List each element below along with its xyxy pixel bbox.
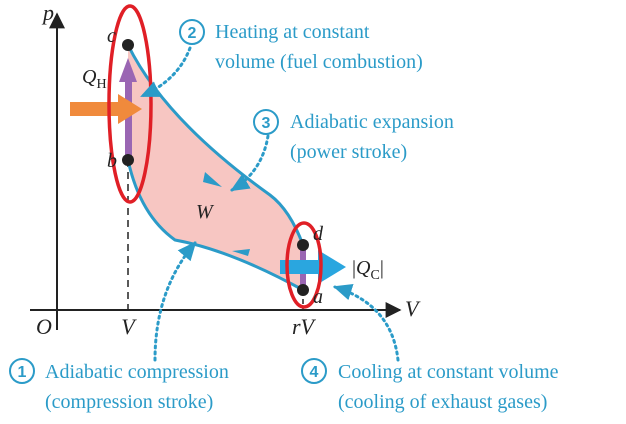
step-4-badge [301, 358, 327, 384]
step-1-number: 1 [18, 364, 27, 381]
point-b-dot [122, 154, 134, 166]
step-4-callout: 4 Cooling at constant volume (cooling of… [301, 358, 559, 413]
heating-isochoric-line [125, 80, 132, 162]
heat-out-arrow-shaft [280, 260, 320, 274]
heating-highlight-ellipse [107, 4, 153, 204]
step-3-line2: (power stroke) [290, 141, 407, 163]
heat-in-subscript: H [96, 77, 106, 92]
point-c-label: c [107, 25, 116, 47]
point-a-label: a [313, 286, 323, 308]
step-1-callout: 1 Adiabatic compression (compression str… [9, 358, 229, 413]
heat-out-symbol: Q [356, 257, 371, 279]
heat-in-label: QH [82, 66, 107, 92]
point-d-dot [297, 239, 309, 251]
step-1-line2: (compression stroke) [45, 391, 213, 413]
step-3-number: 3 [262, 115, 271, 132]
y-axis-label: p [41, 0, 54, 25]
work-label: W [196, 201, 215, 223]
step-3-callout: 3 Adiabatic expansion (power stroke) [253, 109, 454, 163]
step-3-line1: Adiabatic expansion [290, 111, 454, 133]
step-2-line2: volume (fuel combustion) [215, 51, 423, 73]
leader-step-3 [230, 134, 270, 192]
point-a-dot [297, 284, 309, 296]
step-1-badge [9, 358, 35, 384]
step-2-callout: 2 Heating at constant volume (fuel combu… [179, 19, 423, 73]
heating-arrowhead [119, 58, 137, 82]
cooling-highlight-ellipse [285, 221, 323, 309]
work-region [128, 45, 303, 290]
heat-out-open-bar: | [352, 257, 356, 279]
step-1-line1: Adiabatic compression [45, 361, 229, 383]
heat-out-close-bar: | [380, 257, 384, 279]
compression-direction-arrow [232, 249, 250, 256]
heat-out-label: |QC| [352, 257, 384, 283]
x-axis-label: V [405, 296, 421, 321]
leader-step-2 [140, 46, 192, 98]
step-3-badge [253, 109, 279, 135]
point-c-dot [122, 39, 134, 51]
heat-in-arrowhead [118, 94, 142, 124]
point-b-label: b [107, 150, 117, 172]
leader-step-4 [332, 284, 400, 362]
leader-step-1 [153, 241, 197, 362]
tick-label-rv: rV [292, 314, 317, 339]
origin-label: O [36, 314, 52, 339]
step-4-number: 4 [310, 364, 319, 381]
expansion-direction-arrow [203, 172, 222, 187]
heat-in-arrow-shaft [70, 102, 120, 116]
step-2-line1: Heating at constant [215, 21, 370, 43]
step-2-badge [179, 19, 205, 45]
heat-out-arrowhead [318, 250, 346, 284]
heat-out-subscript: C [370, 268, 379, 283]
step-2-number: 2 [188, 25, 197, 42]
point-d-label: d [313, 223, 324, 245]
tick-label-v: V [121, 314, 137, 339]
step-4-line2: (cooling of exhaust gases) [338, 391, 547, 413]
step-4-line1: Cooling at constant volume [338, 361, 559, 383]
heat-in-symbol: Q [82, 66, 97, 88]
